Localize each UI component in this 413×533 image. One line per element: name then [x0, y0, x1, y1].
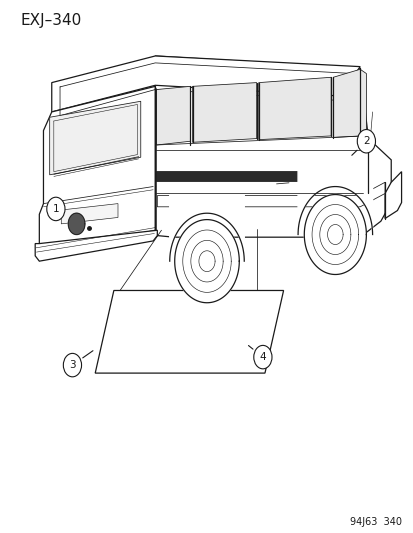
Text: 94J63  340: 94J63 340 — [349, 516, 401, 527]
Circle shape — [47, 197, 65, 221]
Text: 2: 2 — [362, 136, 369, 146]
Polygon shape — [155, 56, 390, 237]
Text: 4: 4 — [259, 352, 266, 362]
Polygon shape — [192, 83, 256, 142]
Polygon shape — [52, 56, 359, 112]
Polygon shape — [297, 168, 372, 235]
Polygon shape — [68, 213, 85, 235]
Polygon shape — [35, 230, 157, 261]
Polygon shape — [50, 101, 140, 175]
Polygon shape — [156, 171, 363, 181]
Polygon shape — [384, 172, 401, 219]
Polygon shape — [169, 193, 244, 261]
Text: 1: 1 — [52, 204, 59, 214]
Polygon shape — [258, 77, 330, 140]
Text: 3: 3 — [69, 360, 76, 370]
Polygon shape — [157, 182, 384, 207]
Polygon shape — [95, 290, 283, 373]
Text: EXJ–340: EXJ–340 — [21, 13, 82, 28]
Circle shape — [63, 353, 81, 377]
Polygon shape — [61, 204, 118, 224]
Polygon shape — [156, 86, 190, 145]
Polygon shape — [332, 69, 366, 138]
Polygon shape — [174, 220, 239, 303]
Circle shape — [356, 130, 375, 153]
Circle shape — [253, 345, 271, 369]
Polygon shape — [39, 86, 155, 252]
Polygon shape — [304, 195, 366, 274]
